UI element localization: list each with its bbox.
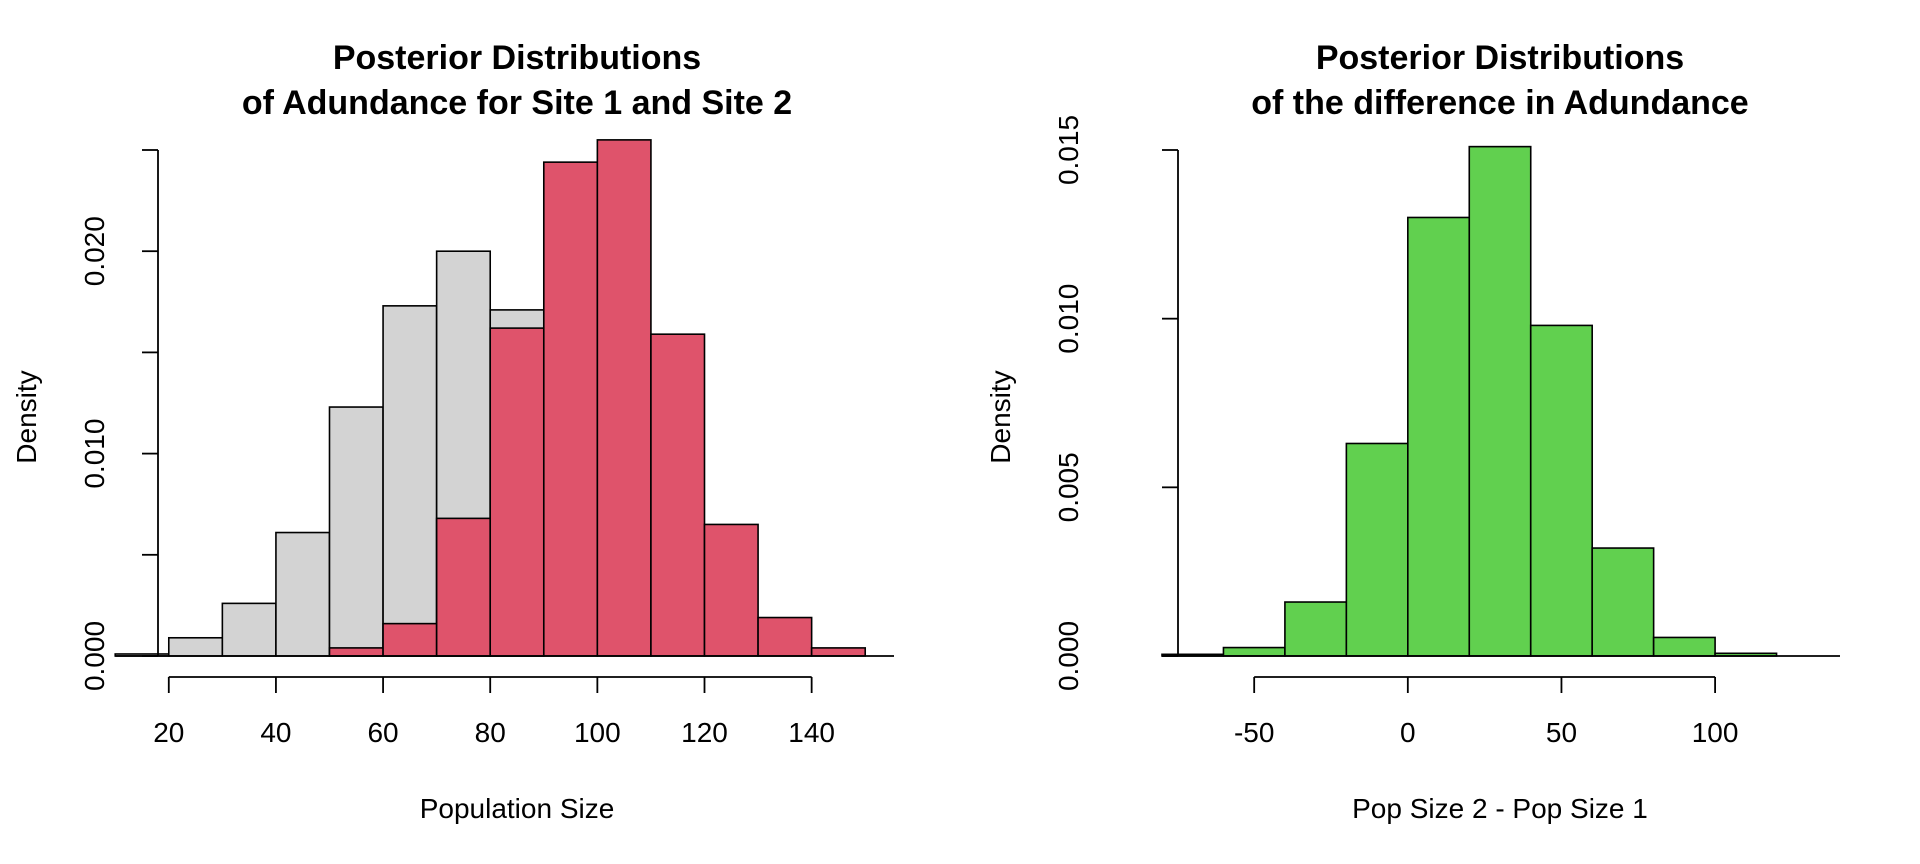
histogram-bar: [489, 327, 545, 657]
histogram-bar: [703, 523, 759, 657]
histogram-bar: [328, 406, 384, 657]
histogram-bar: [1591, 547, 1655, 657]
x-tick-label: 20: [153, 717, 184, 748]
y-tick-label: 0.010: [79, 419, 110, 489]
histogram-bar: [328, 647, 384, 657]
histogram-bar: [435, 517, 492, 657]
y-tick-label: 0.020: [79, 216, 110, 286]
x-tick-label: 60: [367, 717, 398, 748]
x-tick-label: 80: [475, 717, 506, 748]
chart-title-line-2: of Adundance for Site 1 and Site 2: [242, 84, 792, 122]
x-axis-title: Population Size: [420, 793, 615, 824]
histogram-bar: [542, 161, 599, 657]
histogram-bar: [275, 531, 331, 657]
x-tick-label: 40: [260, 717, 291, 748]
histogram-bar: [1284, 601, 1348, 657]
y-tick-label: 0.000: [79, 621, 110, 691]
histogram-bar: [810, 647, 867, 657]
histogram-bar: [1222, 646, 1286, 657]
y-tick-label: 0.015: [1053, 115, 1084, 185]
histogram-bar: [1652, 636, 1716, 657]
histogram-bar: [167, 636, 224, 657]
chart-panel-2: Posterior Distributions of the difference…: [985, 39, 1840, 824]
y-axis: 0.000 0.005 0.010 0.015: [1053, 115, 1179, 691]
histogram-bar: [1345, 442, 1409, 657]
x-tick-label: 100: [1692, 717, 1739, 748]
chart-title-line-1: Posterior Distributions: [333, 39, 701, 77]
y-axis-title: Density: [985, 370, 1016, 463]
x-tick-label: 100: [574, 717, 621, 748]
chart-title-line-1: Posterior Distributions: [1316, 39, 1684, 77]
x-tick-label: 120: [681, 717, 728, 748]
series-1: [1161, 145, 1778, 657]
x-axis-title: Pop Size 2 - Pop Size 1: [1352, 793, 1648, 824]
y-tick-label: 0.005: [1053, 452, 1084, 522]
series-2: [328, 139, 867, 657]
histogram-bar: [596, 139, 652, 657]
histogram-bar: [221, 602, 277, 657]
y-tick-label: 0.000: [1053, 621, 1084, 691]
y-axis: 0.000 0.010 0.020: [79, 149, 159, 691]
x-tick-label: 0: [1400, 717, 1416, 748]
chart-title-line-2: of the difference in Adundance: [1251, 84, 1748, 122]
chart-panel-1: Posterior Distributions of Adundance for …: [11, 39, 894, 824]
histogram-bar: [757, 616, 813, 657]
y-axis-title: Density: [11, 370, 42, 463]
histogram-bar: [1468, 145, 1532, 657]
x-tick-label: 50: [1546, 717, 1577, 748]
histogram-bar: [1407, 216, 1471, 657]
x-tick-label: -50: [1234, 717, 1274, 748]
x-axis: -50 0 50 100: [1234, 676, 1739, 748]
histogram-bar: [650, 333, 706, 657]
x-tick-label: 140: [788, 717, 835, 748]
y-tick-label: 0.010: [1053, 284, 1084, 354]
histogram-bar: [382, 305, 438, 657]
histogram-bar: [1529, 324, 1593, 657]
histogram-bar: [382, 622, 438, 657]
x-axis: 20 40 60 80 100 120 140: [153, 676, 835, 748]
